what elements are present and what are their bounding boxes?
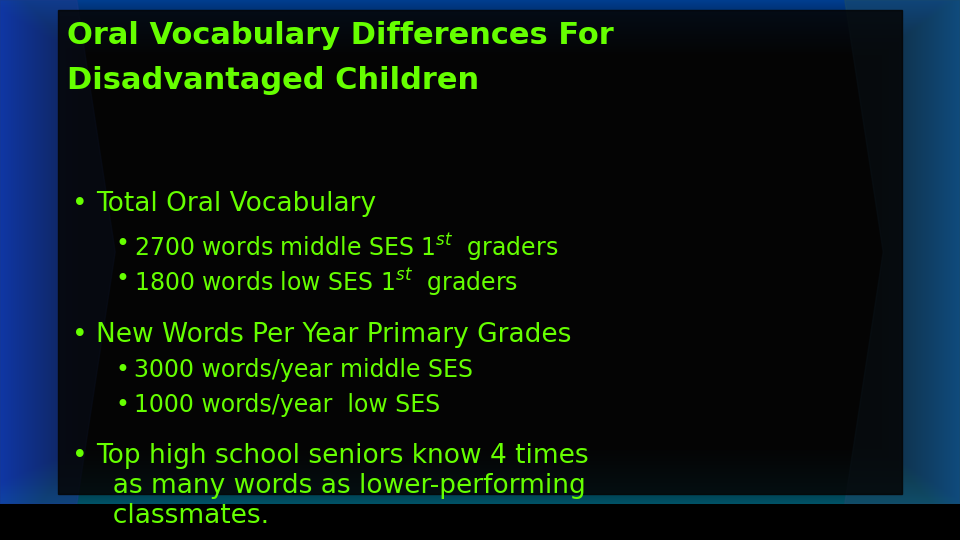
Text: Disadvantaged Children: Disadvantaged Children: [67, 66, 479, 95]
Text: •: •: [115, 267, 129, 291]
Text: Total Oral Vocabulary: Total Oral Vocabulary: [96, 192, 376, 218]
Text: •: •: [115, 358, 129, 382]
Text: New Words Per Year Primary Grades: New Words Per Year Primary Grades: [96, 322, 571, 348]
Text: 2700 words middle SES 1$^{st}$  graders: 2700 words middle SES 1$^{st}$ graders: [134, 232, 559, 263]
Polygon shape: [845, 0, 960, 504]
Text: Top high school seniors know 4 times
  as many words as lower-performing
  class: Top high school seniors know 4 times as …: [96, 443, 588, 529]
Text: •: •: [72, 322, 87, 348]
Text: 1800 words low SES 1$^{st}$  graders: 1800 words low SES 1$^{st}$ graders: [134, 267, 518, 299]
Polygon shape: [58, 10, 902, 494]
Text: •: •: [115, 393, 129, 417]
Text: •: •: [115, 232, 129, 256]
Text: 1000 words/year  low SES: 1000 words/year low SES: [134, 393, 441, 417]
Text: •: •: [72, 443, 87, 469]
Text: 3000 words/year middle SES: 3000 words/year middle SES: [134, 358, 473, 382]
Text: Oral Vocabulary Differences For: Oral Vocabulary Differences For: [67, 21, 614, 50]
Text: •: •: [72, 192, 87, 218]
Polygon shape: [0, 0, 115, 504]
